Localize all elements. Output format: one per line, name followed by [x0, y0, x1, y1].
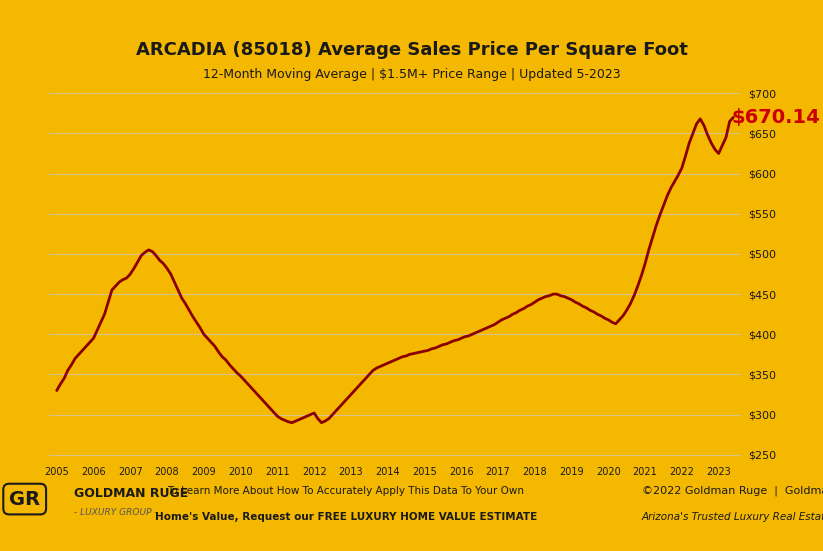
Text: GR: GR [9, 490, 40, 509]
Text: To Learn More About How To Accurately Apply This Data To Your Own: To Learn More About How To Accurately Ap… [167, 486, 524, 496]
Text: ©2022 Goldman Ruge  |  GoldmanRuge.com: ©2022 Goldman Ruge | GoldmanRuge.com [642, 486, 823, 496]
Text: Arizona's Trusted Luxury Real Estate Experts: Arizona's Trusted Luxury Real Estate Exp… [642, 512, 823, 522]
Text: GOLDMAN RUGE: GOLDMAN RUGE [74, 487, 188, 500]
Text: ARCADIA (85018) Average Sales Price Per Square Foot: ARCADIA (85018) Average Sales Price Per … [136, 41, 687, 58]
Text: 12-Month Moving Average | $1.5M+ Price Range | Updated 5-2023: 12-Month Moving Average | $1.5M+ Price R… [202, 68, 621, 81]
Text: Home's Value, Request our FREE LUXURY HOME VALUE ESTIMATE: Home's Value, Request our FREE LUXURY HO… [155, 512, 537, 522]
Text: $670.14: $670.14 [732, 108, 821, 127]
Text: - LUXURY GROUP -: - LUXURY GROUP - [74, 508, 158, 517]
